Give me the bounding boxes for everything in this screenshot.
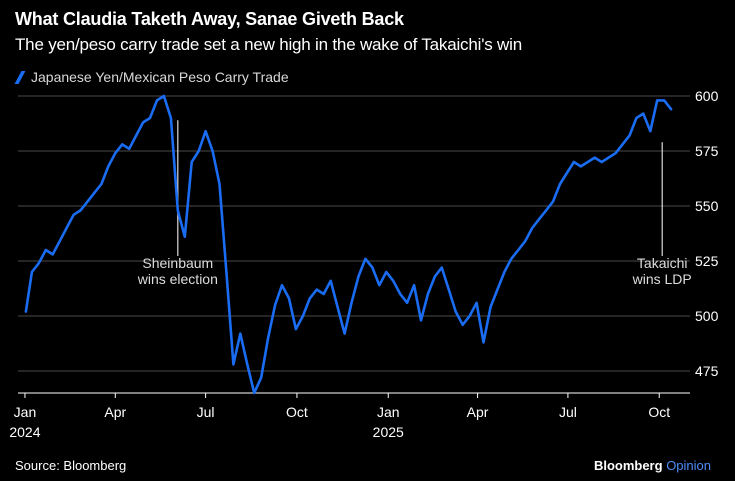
x-tick-label: Apr: [467, 404, 489, 420]
x-tick-label: Jan: [14, 404, 37, 420]
x-tick-label: Jul: [197, 404, 215, 420]
legend-label: Japanese Yen/Mexican Peso Carry Trade: [31, 69, 289, 85]
x-tick-label: Apr: [104, 404, 126, 420]
legend: Japanese Yen/Mexican Peso Carry Trade: [14, 69, 289, 85]
x-tick-label: Jul: [559, 404, 577, 420]
x-tick-label: Oct: [286, 404, 308, 420]
y-tick-label: 525: [695, 253, 719, 269]
x-tick-year-label: 2025: [373, 424, 404, 440]
y-tick-label: 500: [695, 308, 719, 324]
source-note: Source: Bloomberg: [15, 458, 127, 473]
y-tick-label: 575: [695, 143, 719, 159]
brand-main: Bloomberg: [593, 458, 663, 473]
annotation-label: Sheinbaum: [142, 255, 213, 271]
y-tick-label: 600: [695, 88, 719, 104]
annotation-label: wins LDP: [632, 271, 692, 287]
series-line: [24, 94, 673, 395]
y-tick-label: 550: [695, 198, 719, 214]
x-tick-label: Jan: [377, 404, 400, 420]
chart-title: What Claudia Taketh Away, Sanae Giveth B…: [15, 9, 404, 29]
y-tick-label: 475: [695, 363, 719, 379]
brand-logo: Bloomberg Opinion: [594, 458, 711, 473]
brand-accent: Opinion: [666, 458, 711, 473]
annotation-label: Takaichi: [637, 255, 688, 271]
x-tick-year-label: 2024: [9, 424, 40, 440]
annotation-label: wins election: [137, 271, 218, 287]
chart-subtitle: The yen/peso carry trade set a new high …: [15, 35, 522, 54]
x-tick-label: Oct: [648, 404, 670, 420]
